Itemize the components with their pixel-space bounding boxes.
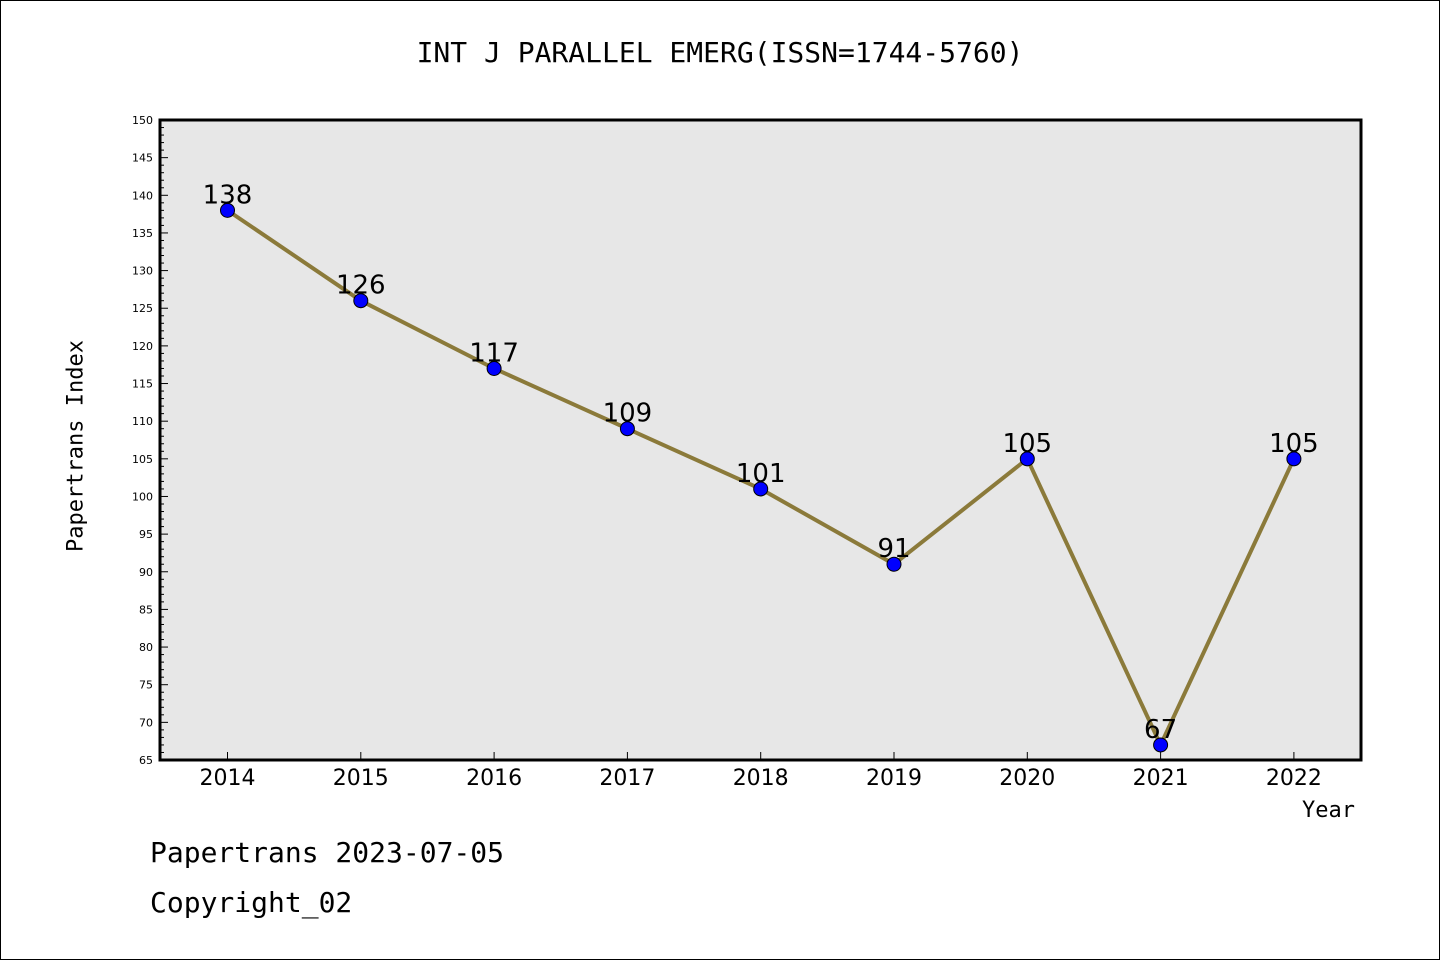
y-tick-label: 105 [132,453,153,466]
data-point [1019,451,1035,467]
data-point [486,360,502,376]
y-tick-label: 120 [132,340,153,353]
y-tick-label: 110 [132,415,153,428]
x-tick-label: 2020 [999,766,1055,791]
y-tick-label: 90 [139,566,153,579]
y-tick-label: 140 [132,189,153,202]
data-label: 67 [1144,715,1177,745]
data-point [886,556,902,572]
data-point [1286,451,1302,467]
y-axis-label: Papertrans Index [63,340,89,552]
data-label: 109 [603,399,653,429]
y-tick-label: 75 [139,679,153,692]
y-tick-label: 70 [139,716,153,729]
x-axis-label: Year [1302,798,1355,823]
data-label: 101 [736,459,786,489]
x-tick-label: 2017 [599,766,655,791]
y-tick-label: 130 [132,265,153,278]
y-tick-label: 125 [132,302,153,315]
y-tick-label: 115 [132,378,153,391]
x-tick-label: 2015 [333,766,389,791]
x-tick-label: 2021 [1133,766,1189,791]
x-tick-label: 2022 [1266,766,1322,791]
data-label: 91 [877,534,910,564]
y-tick-label: 85 [139,603,153,616]
data-label: 126 [336,271,386,301]
y-tick-label: 150 [132,114,153,127]
y-tick-label: 100 [132,490,153,503]
chart-title: INT J PARALLEL EMERG(ISSN=1744-5760) [416,36,1024,69]
y-tick-label: 145 [132,152,153,165]
data-label: 105 [1269,429,1319,459]
x-tick-label: 2016 [466,766,522,791]
data-point [619,421,635,437]
x-tick-label: 2019 [866,766,922,791]
y-tick-label: 65 [139,754,153,767]
data-label: 138 [203,180,253,210]
data-point [1153,737,1169,753]
data-label: 105 [1002,429,1052,459]
plot-border [158,118,1363,762]
data-point [220,202,235,218]
y-tick-label: 135 [132,227,153,240]
plot-area [160,120,1361,760]
x-tick-label: 2018 [733,766,789,791]
footer-copyright: Copyright_02 [150,886,353,919]
data-point [753,481,769,497]
footer-date: Papertrans 2023-07-05 [150,836,505,869]
y-tick-label: 80 [139,641,153,654]
x-tick-label: 2014 [200,766,256,791]
data-label: 117 [469,338,519,368]
data-point [353,293,369,309]
y-tick-label: 95 [139,528,153,541]
